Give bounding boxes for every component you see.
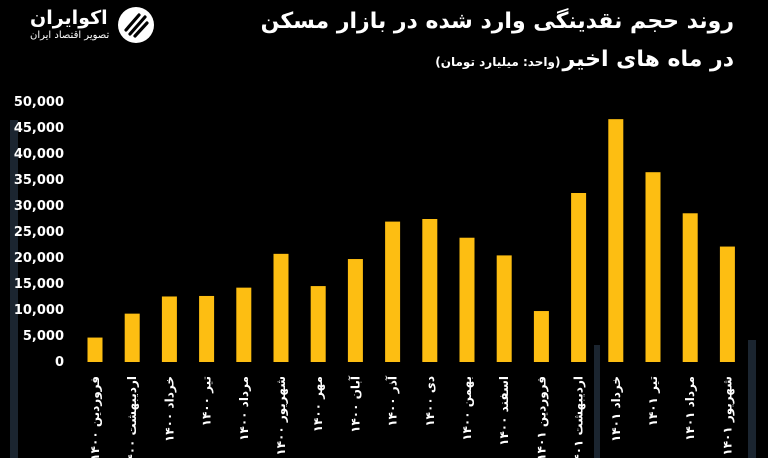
background-decoration [594,345,600,458]
y-tick-label: 25,000 [14,225,64,240]
x-tick-label: مرداد ۱۴۰۱ [683,376,697,441]
x-tick-label: خرداد ۱۴۰۰ [162,376,176,442]
title-line-2: در ماه های اخیر(واحد: میلیارد تومان) [261,40,734,82]
x-tick-label: آذر ۱۴۰۰ [385,375,400,427]
unit-label: (واحد: میلیارد تومان) [435,55,561,69]
y-tick-label: 35,000 [14,173,64,188]
y-tick-label: 20,000 [14,251,64,266]
x-tick-label: اردیبهشت ۱۴۰۱ [572,376,586,458]
bar [347,259,363,362]
x-tick-label: تیر ۱۴۰۱ [646,376,660,426]
x-tick-label: دی ۱۴۰۰ [423,376,437,427]
bar [422,219,438,362]
y-tick-label: 5,000 [23,329,64,344]
bar [199,295,215,362]
x-tick-label: تیر ۱۴۰۰ [200,376,214,426]
background-decoration [748,340,756,458]
bar [87,337,103,362]
y-tick-label: 0 [55,355,64,370]
chart-title: روند حجم نقدینگی وارد شده در بازار مسکن … [261,4,734,82]
x-tick-label: بهمن ۱۴۰۰ [460,376,474,441]
x-tick-label: اردیبهشت ۱۴۰۰ [125,376,139,458]
title-line-2-text: در ماه های اخیر [562,47,734,72]
bar [682,213,698,362]
bar [161,296,177,362]
background-decoration [10,120,18,458]
bar [273,253,289,362]
x-tick-label: اسفند ۱۴۰۰ [497,376,511,446]
y-tick-label: 10,000 [14,303,64,318]
x-tick-label: شهریور ۱۴۰۰ [274,376,289,456]
bar [645,172,661,362]
bar [533,311,549,362]
brand-text: اکوایران تصویر اقتصاد ایران [30,7,109,43]
bar [608,119,624,362]
brand-logo: اکوایران تصویر اقتصاد ایران [30,6,155,44]
x-tick-label: مهر ۱۴۰۰ [311,376,325,432]
bar [385,221,401,362]
bar [236,287,252,362]
y-tick-label: 45,000 [14,121,64,136]
x-tick-label: خرداد ۱۴۰۱ [609,376,623,442]
bar [310,286,326,362]
bar [124,313,140,362]
bar [719,246,735,362]
y-tick-label: 30,000 [14,199,64,214]
x-tick-label: مرداد ۱۴۰۰ [237,376,251,441]
bar [496,255,512,362]
y-tick-label: 50,000 [14,95,64,110]
bar [459,237,475,362]
brand-tagline: تصویر اقتصاد ایران [30,30,110,41]
bar [571,193,587,362]
y-tick-label: 15,000 [14,277,64,292]
brand-mark-icon [118,7,155,43]
title-line-1: روند حجم نقدینگی وارد شده در بازار مسکن [260,9,734,34]
y-tick-label: 40,000 [14,147,64,162]
x-tick-label: فروردین ۱۴۰۰ [88,376,103,458]
brand-name: اکوایران [30,7,108,29]
x-tick-label: فروردین ۱۴۰۱ [534,376,549,458]
x-tick-label: آبان ۱۴۰۰ [347,375,362,433]
x-tick-label: شهریور ۱۴۰۱ [720,376,735,456]
